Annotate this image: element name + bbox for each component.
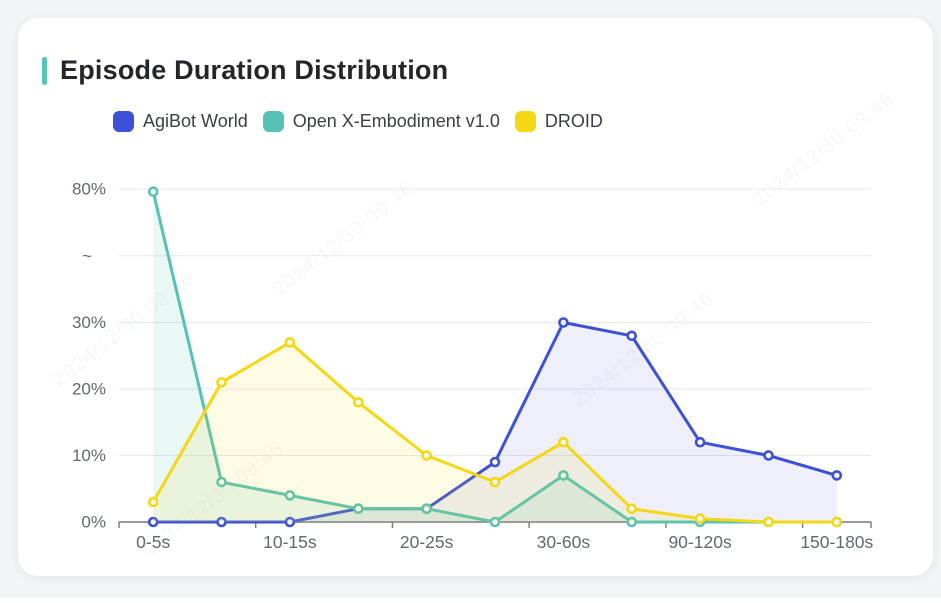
series-area-droid xyxy=(153,342,837,522)
chart-legend: AgiBot World Open X-Embodiment v1.0 DROID xyxy=(113,111,603,132)
legend-item-droid[interactable]: DROID xyxy=(514,111,603,132)
legend-swatch-icon xyxy=(113,111,134,132)
data-point-agibot-world xyxy=(489,456,501,468)
series-area-agibot-world xyxy=(153,322,837,522)
data-point-agibot-world xyxy=(694,436,706,448)
series-agibot-world xyxy=(147,317,843,528)
y-tick-label: 20% xyxy=(72,380,106,399)
x-tick-label: 20-25s xyxy=(400,532,454,552)
data-point-open-x-embodiment-v1-0 xyxy=(284,490,296,501)
data-point-droid xyxy=(352,396,364,408)
y-axis-labels: 0% 10% 20% 30% ~80% xyxy=(72,180,106,532)
legend-label: AgiBot World xyxy=(143,111,248,131)
x-tick-label: 150-180s xyxy=(800,532,873,552)
data-point-open-x-embodiment-v1-0 xyxy=(421,503,432,515)
data-point-droid xyxy=(284,337,296,348)
chart-card: 2024/12/30 09:46 2024/12/30 09:46 2024/1… xyxy=(18,18,933,576)
x-tick-label: 30-60s xyxy=(537,532,591,552)
data-point-agibot-world xyxy=(763,450,774,461)
data-point-agibot-world xyxy=(831,470,843,481)
data-point-agibot-world xyxy=(284,516,296,528)
data-point-droid xyxy=(626,503,638,515)
data-point-droid xyxy=(694,513,706,525)
grid-lines xyxy=(119,188,871,456)
data-point-droid xyxy=(489,476,501,488)
legend-item-agibot-world[interactable]: AgiBot World xyxy=(113,111,248,132)
series-droid xyxy=(147,337,843,528)
data-point-agibot-world xyxy=(147,516,159,528)
legend-swatch-icon xyxy=(262,111,284,132)
y-tick-label: 0% xyxy=(81,513,106,532)
y-tick-label: 30% xyxy=(72,313,106,332)
y-tick-label: 10% xyxy=(72,446,106,465)
data-point-open-x-embodiment-v1-0 xyxy=(626,516,638,528)
legend-label: Open X-Embodiment v1.0 xyxy=(292,111,500,131)
data-point-droid xyxy=(763,516,774,528)
legend-swatch-icon xyxy=(514,111,536,132)
data-point-open-x-embodiment-v1-0 xyxy=(352,503,364,515)
title-accent-bar xyxy=(42,57,47,85)
data-point-droid xyxy=(216,377,227,388)
x-axis-labels: 0-5s 10-15s 20-25s 30-60s 90-120s 150-180s xyxy=(136,532,873,552)
series-area-open-x-embodiment-v1-0 xyxy=(153,191,837,522)
data-point-agibot-world xyxy=(558,317,569,328)
data-point-open-x-embodiment-v1-0 xyxy=(489,516,501,528)
y-tick-label: ~ xyxy=(82,246,92,265)
y-tick-label: 80% xyxy=(72,180,106,199)
legend-item-open-x-embodiment-v1-0[interactable]: Open X-Embodiment v1.0 xyxy=(262,111,500,132)
data-point-droid xyxy=(421,450,432,461)
data-point-droid xyxy=(831,516,843,528)
data-point-open-x-embodiment-v1-0 xyxy=(216,476,227,488)
data-point-droid xyxy=(558,436,569,448)
data-point-open-x-embodiment-v1-0 xyxy=(558,470,569,481)
data-point-droid xyxy=(147,496,159,508)
x-tick-label: 0-5s xyxy=(136,532,170,552)
data-point-open-x-embodiment-v1-0 xyxy=(147,186,159,197)
data-point-agibot-world xyxy=(626,330,638,342)
x-tick-label: 10-15s xyxy=(263,532,317,552)
legend-label: DROID xyxy=(544,111,603,131)
data-point-agibot-world xyxy=(216,516,227,528)
chart-title: Episode Duration Distribution xyxy=(60,55,449,85)
x-tick-label: 90-120s xyxy=(668,532,731,552)
